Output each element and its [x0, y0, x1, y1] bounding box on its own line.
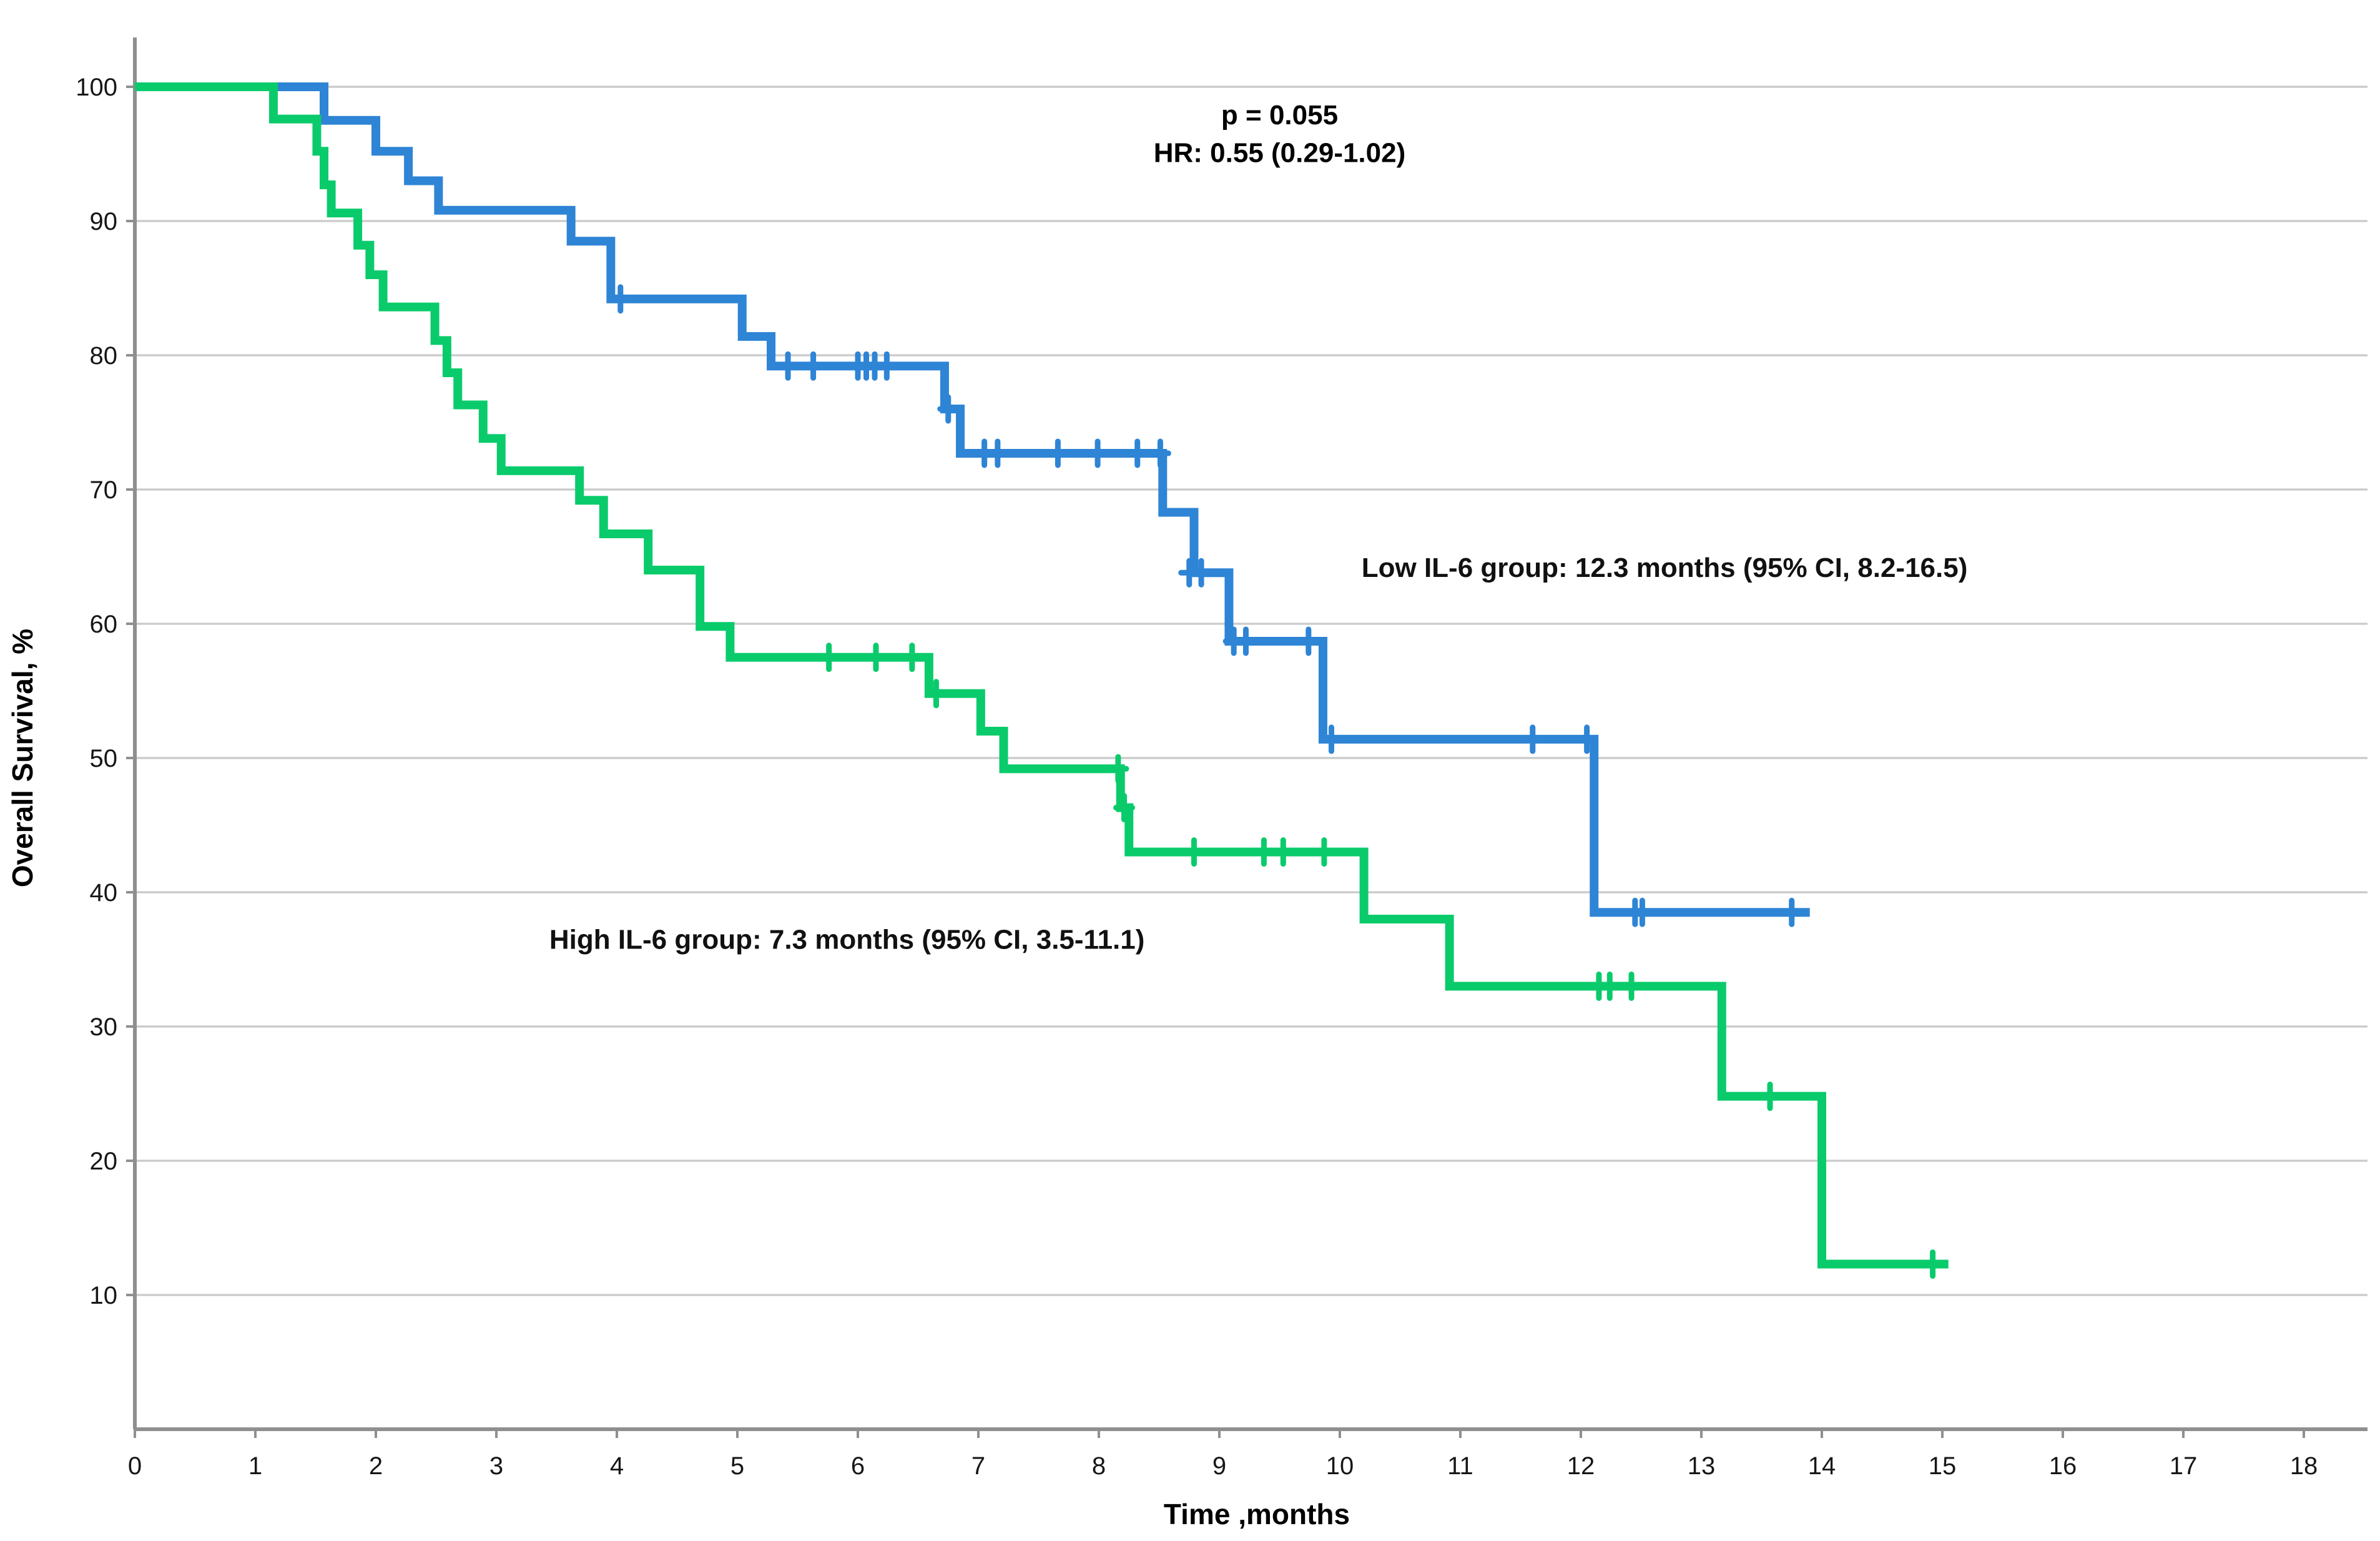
survival-curve-high	[135, 82, 1949, 1269]
x-tick-label-18: 18	[2290, 1452, 2318, 1480]
x-tick-label-2: 2	[369, 1452, 383, 1480]
labels-layer: p = 0.055 HR: 0.55 (0.29-1.02) Low IL-6 …	[6, 100, 1967, 1530]
x-tick-label-11: 11	[1447, 1452, 1473, 1480]
survival-curve-low	[135, 82, 1810, 917]
gridlines-layer	[135, 86, 2368, 1296]
y-tick-label-10: 10	[90, 1282, 118, 1309]
x-tick-label-3: 3	[489, 1452, 503, 1480]
x-tick-label-5: 5	[730, 1452, 744, 1480]
x-tick-label-17: 17	[2170, 1452, 2198, 1480]
x-tick-label-9: 9	[1212, 1452, 1226, 1480]
x-tick-label-14: 14	[1808, 1452, 1836, 1480]
x-tick-label-0: 0	[128, 1452, 142, 1480]
x-tick-label-16: 16	[2049, 1452, 2077, 1480]
low-il6-series-label: Low IL-6 group: 12.3 months (95% CI, 8.2…	[1362, 553, 1968, 583]
x-tick-label-7: 7	[971, 1452, 985, 1480]
y-axis-title: Overall Survival, %	[6, 629, 39, 887]
hazard-ratio-annotation: HR: 0.55 (0.29-1.02)	[1154, 137, 1406, 168]
y-tick-label-60: 60	[90, 611, 118, 638]
y-tick-label-50: 50	[90, 745, 118, 772]
y-tick-label-30: 30	[90, 1013, 118, 1041]
y-tick-label-100: 100	[76, 74, 117, 101]
series-high-il6	[135, 82, 1949, 1279]
x-axis-title: Time ,months	[1164, 1498, 1350, 1530]
censor-marks-high	[818, 642, 1944, 1279]
x-tick-label-12: 12	[1567, 1452, 1595, 1480]
x-tick-label-4: 4	[610, 1452, 624, 1480]
y-tick-label-90: 90	[90, 208, 118, 235]
censor-marks-low	[609, 284, 1803, 927]
y-tick-label-40: 40	[90, 879, 118, 907]
series-layer	[135, 82, 1949, 1279]
x-tick-label-1: 1	[248, 1452, 262, 1480]
x-tick-label-8: 8	[1092, 1452, 1106, 1480]
x-tick-label-13: 13	[1688, 1452, 1716, 1480]
p-value-annotation: p = 0.055	[1221, 100, 1338, 130]
y-tick-label-80: 80	[90, 342, 118, 370]
x-tick-label-10: 10	[1326, 1452, 1354, 1480]
y-tick-label-70: 70	[90, 476, 118, 504]
high-il6-series-label: High IL-6 group: 7.3 months (95% CI, 3.5…	[549, 924, 1144, 955]
y-tick-label-20: 20	[90, 1148, 118, 1175]
x-tick-label-15: 15	[1929, 1452, 1957, 1480]
series-low-il6	[135, 82, 1810, 927]
x-tick-label-6: 6	[851, 1452, 865, 1480]
